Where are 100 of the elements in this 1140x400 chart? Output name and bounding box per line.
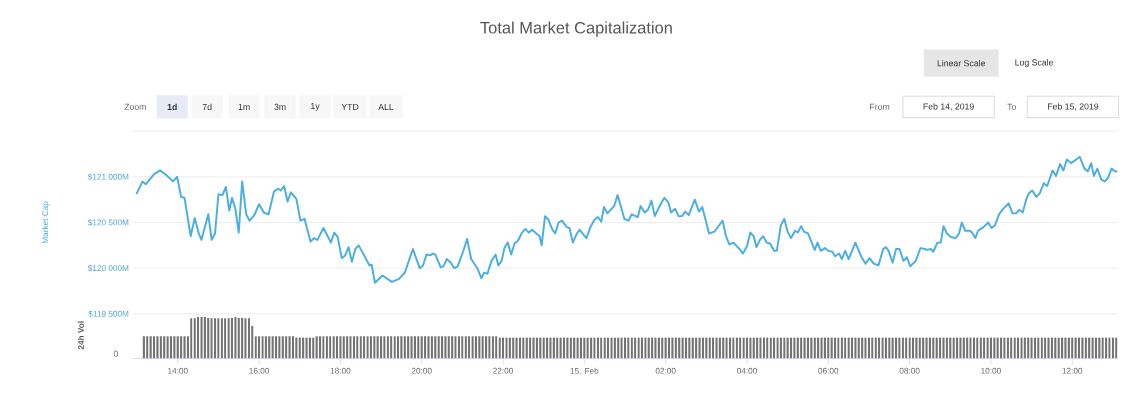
bar	[281, 335, 284, 359]
bar	[217, 318, 220, 359]
bar	[173, 335, 176, 359]
bar	[163, 335, 166, 359]
bar	[352, 335, 356, 359]
bar	[335, 335, 339, 359]
text: YTD	[341, 103, 359, 110]
bar	[180, 335, 183, 359]
bar	[363, 335, 366, 359]
bar	[329, 335, 332, 359]
y-tick-label: $120 000M	[87, 264, 129, 272]
text: ALL	[378, 103, 394, 110]
bar	[332, 335, 335, 359]
x-tick-label: 15. Feb	[570, 367, 599, 374]
bar	[183, 335, 186, 359]
bar	[274, 335, 278, 359]
bar	[366, 335, 369, 359]
bar	[288, 335, 291, 359]
bar	[213, 318, 217, 359]
x-tick-label: 18:00	[330, 367, 351, 374]
bar	[278, 335, 281, 359]
text: 1d	[167, 103, 177, 110]
bar	[349, 335, 352, 359]
bar	[322, 335, 325, 359]
bar	[197, 316, 200, 359]
bar	[396, 335, 400, 359]
bar	[417, 335, 420, 359]
bar	[461, 335, 464, 359]
bar	[176, 335, 179, 359]
text: 7d	[202, 103, 212, 110]
x-tick-label: 04:00	[737, 367, 757, 374]
bar	[491, 335, 494, 359]
bar	[386, 335, 389, 359]
bar	[146, 335, 149, 359]
bar	[424, 335, 427, 359]
text: 1m	[238, 103, 250, 110]
x-tick-label: 20:00	[411, 367, 432, 374]
y-tick-label: $121 000M	[87, 173, 129, 181]
bar	[359, 335, 362, 359]
bar	[434, 335, 437, 359]
bar	[230, 317, 234, 359]
bar	[254, 335, 257, 359]
bar	[241, 317, 244, 359]
bar	[468, 335, 471, 359]
bar	[390, 335, 393, 359]
bar	[420, 335, 423, 359]
bar	[220, 318, 223, 359]
bar	[291, 335, 295, 359]
bar	[379, 335, 383, 359]
x-tick-label: 10:00	[981, 367, 1001, 374]
bar	[437, 335, 440, 359]
y-tick-label: $119 500M	[88, 310, 129, 318]
bar	[488, 335, 491, 359]
bar	[258, 335, 261, 359]
text: 0	[113, 350, 118, 357]
bar	[400, 335, 403, 359]
bar	[169, 335, 173, 359]
bar	[457, 335, 461, 359]
bar	[244, 318, 247, 359]
bar	[383, 335, 386, 359]
bar	[325, 335, 328, 359]
bar	[203, 316, 206, 359]
x-tick-label: 08:00	[899, 367, 920, 374]
text: To	[1007, 103, 1016, 110]
bar	[224, 318, 227, 359]
line-series	[135, 155, 1118, 284]
bar	[247, 318, 250, 359]
bar	[149, 335, 152, 359]
bar	[369, 335, 372, 359]
bar	[142, 335, 145, 359]
bar	[474, 335, 477, 359]
y-axis-title: Market Cap	[42, 201, 50, 243]
text: 3m	[274, 103, 286, 110]
x-tick-label: 06:00	[818, 367, 839, 374]
bar	[430, 335, 433, 359]
text: 1y	[311, 102, 320, 111]
x-tick-label: 02:00	[655, 367, 676, 374]
bar	[403, 335, 406, 359]
bar	[471, 335, 474, 359]
chart-title: Total Market Capitalization	[480, 21, 672, 37]
x-tick-label: 16:00	[249, 367, 270, 374]
bar	[271, 335, 274, 359]
bar	[261, 335, 264, 359]
bar	[285, 335, 288, 359]
bar	[427, 335, 430, 359]
x-tick-label: 14:00	[168, 367, 188, 374]
bar	[264, 335, 267, 359]
bar	[156, 335, 159, 359]
bar	[319, 335, 322, 359]
bar	[413, 335, 417, 359]
text: Zoom	[124, 103, 146, 110]
text: Linear Scale	[937, 59, 986, 67]
bar	[152, 335, 156, 359]
bar	[440, 335, 444, 359]
bar	[227, 318, 230, 359]
bar	[200, 316, 203, 359]
bar	[268, 335, 271, 359]
bar	[166, 335, 169, 359]
y-tick-label: $120 500M	[87, 219, 129, 226]
bar	[485, 335, 488, 359]
